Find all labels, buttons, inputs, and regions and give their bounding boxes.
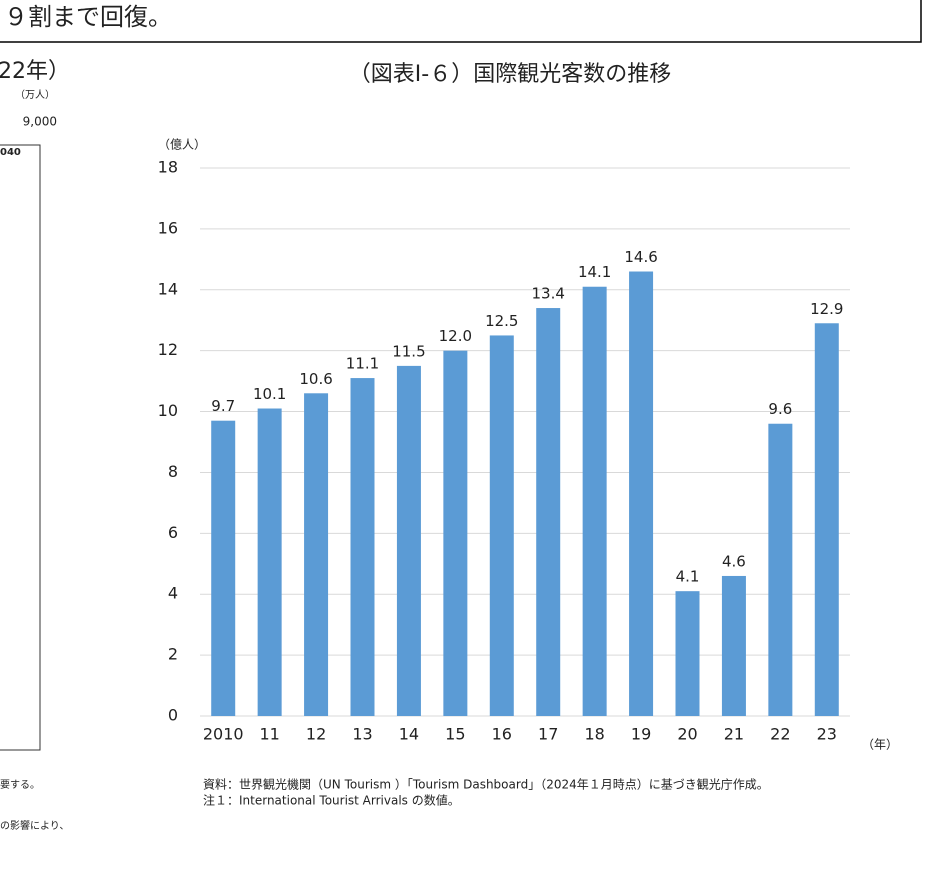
bar (721, 575, 746, 716)
value-label: 12.9 (810, 300, 843, 318)
x-tick-label: 2010 (203, 725, 244, 744)
y-tick-label: 2 (168, 645, 178, 664)
left-frame (0, 144, 41, 751)
value-label: 11.5 (392, 342, 425, 360)
value-label: 13.4 (532, 285, 565, 303)
bar (350, 378, 375, 716)
left-note: の影響により、 (0, 819, 69, 832)
x-tick-label: 23 (817, 725, 837, 744)
x-tick-label: 19 (631, 725, 651, 744)
bar (211, 420, 236, 716)
bar (814, 323, 839, 716)
y-tick-label: 0 (168, 706, 178, 725)
value-label: 14.1 (578, 263, 611, 281)
left-note: 要する。 (0, 779, 40, 791)
y-tick-label: 12 (158, 340, 178, 359)
x-tick-label: 12 (306, 725, 326, 744)
left-unit: （万人） (15, 89, 55, 101)
header-box (0, 0, 922, 43)
x-tick-label: 14 (399, 725, 419, 744)
header-text: ９割まで回復。 (4, 3, 172, 31)
x-tick-label: 17 (538, 725, 558, 744)
left-title: 22年） (0, 59, 70, 84)
x-axis-label: （年） (862, 738, 898, 752)
y-tick-label: 10 (158, 401, 178, 420)
x-tick-label: 20 (677, 725, 697, 744)
x-tick-label: 21 (724, 725, 744, 744)
value-label: 4.1 (676, 568, 700, 586)
y-tick-label: 6 (168, 523, 178, 542)
value-label: 9.6 (768, 400, 792, 418)
y-tick-label: 18 (158, 158, 178, 177)
value-label: 10.1 (253, 385, 286, 403)
y-tick-label: 8 (168, 462, 178, 481)
chart-title: （図表Ⅰ-６）国際観光客数の推移 (349, 62, 671, 87)
bar (629, 271, 654, 716)
x-tick-label: 13 (352, 725, 372, 744)
x-tick-label: 18 (584, 725, 604, 744)
bar (536, 308, 561, 716)
value-label: 14.6 (624, 248, 657, 266)
value-label: 4.6 (722, 552, 746, 570)
x-tick-label: 16 (492, 725, 512, 744)
y-tick-label: 14 (158, 279, 178, 298)
bar (443, 350, 468, 716)
bar (768, 423, 793, 716)
bar (675, 591, 700, 716)
bar (489, 335, 514, 716)
x-tick-label: 22 (770, 725, 790, 744)
x-tick-label: 11 (259, 725, 279, 744)
bar (257, 408, 282, 716)
value-label: 11.1 (346, 355, 379, 373)
left-tick: 9,000 (23, 115, 57, 129)
y-tick-label: 16 (158, 218, 178, 237)
bar (582, 286, 607, 716)
value-label: 9.7 (211, 397, 235, 415)
value-label: 12.5 (485, 312, 518, 330)
value-label: 10.6 (299, 370, 332, 388)
value-label: 12.0 (439, 327, 472, 345)
y-tick-label: 4 (168, 584, 178, 603)
x-tick-label: 15 (445, 725, 465, 744)
bar (396, 365, 421, 716)
note: 注１：International Tourist Arrivals の数値。 (203, 793, 460, 808)
y-axis-label: （億人） (158, 138, 206, 152)
note: 資料：世界観光機関（UN Tourism ）「Tourism Dashboard… (203, 777, 769, 792)
left-label: 040 (0, 147, 21, 158)
bar (304, 393, 329, 716)
